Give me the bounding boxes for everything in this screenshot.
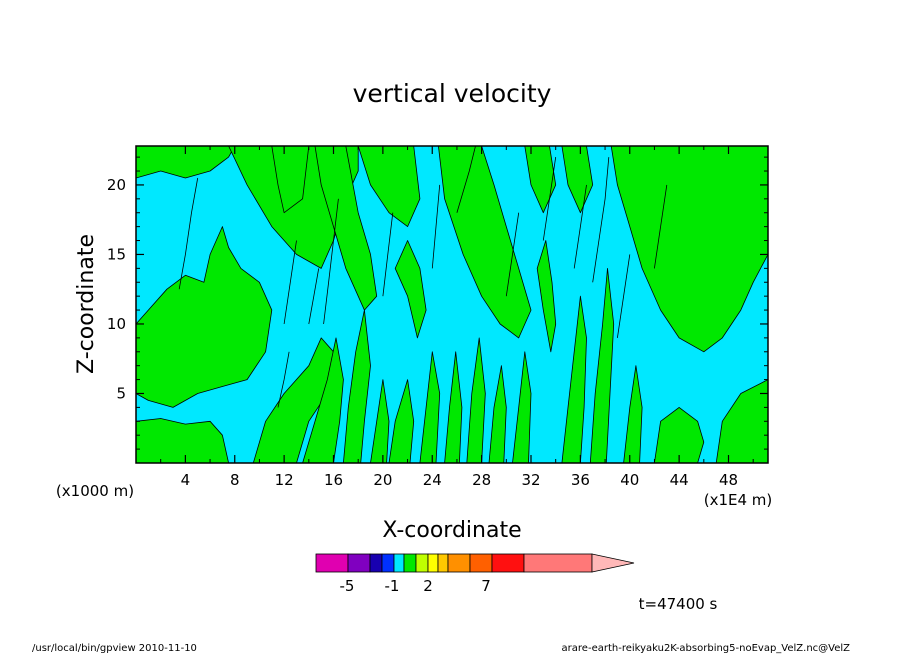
contour-region-23 bbox=[610, 146, 768, 353]
x-tick-label: 24 bbox=[423, 471, 442, 489]
chart-title: vertical velocity bbox=[353, 79, 552, 108]
colorbar-labels: -5 -1 2 7 bbox=[340, 577, 491, 595]
x-tick-label: 44 bbox=[670, 471, 689, 489]
x-unit-right: (x1E4 m) bbox=[704, 491, 773, 509]
colorbar-bin bbox=[427, 553, 439, 573]
contour-line-10 bbox=[617, 254, 631, 338]
colorbar-label: -5 bbox=[340, 577, 355, 595]
plot-frame bbox=[135, 145, 769, 464]
contour-region-10 bbox=[357, 146, 421, 228]
contour-region-7 bbox=[302, 337, 344, 463]
contour-line-5 bbox=[456, 146, 476, 213]
contour-line-11 bbox=[654, 184, 668, 269]
contour-region-6 bbox=[314, 146, 378, 311]
contour-region-17 bbox=[488, 365, 507, 463]
y-tick-label: 10 bbox=[107, 315, 126, 333]
contour-region-22 bbox=[589, 267, 615, 463]
colorbar-bin bbox=[415, 553, 429, 573]
footer-right: arare-earth-reikyaku2K-absorbing5-noEvap… bbox=[562, 643, 851, 654]
contour-line-13 bbox=[308, 268, 320, 325]
colorbar-bin bbox=[347, 553, 371, 573]
contour-line-3 bbox=[382, 212, 394, 297]
contour-region-18 bbox=[512, 351, 532, 463]
colorbar-bin bbox=[393, 553, 405, 573]
contour-region-16 bbox=[466, 337, 486, 463]
colorbar bbox=[315, 553, 635, 573]
colorbar-bin bbox=[491, 553, 525, 573]
y-tick-label: 20 bbox=[107, 176, 126, 194]
contour-region-8 bbox=[342, 309, 371, 463]
x-tick-label: 48 bbox=[719, 471, 738, 489]
contour-region-0 bbox=[136, 226, 273, 408]
time-label: t=47400 s bbox=[639, 595, 718, 613]
contour-line-9 bbox=[592, 157, 610, 283]
contour-line-2 bbox=[323, 198, 339, 325]
contour-line-1 bbox=[283, 240, 297, 325]
contour-line-0 bbox=[178, 177, 199, 290]
contour-region-5 bbox=[271, 146, 310, 214]
colorbar-bin bbox=[523, 553, 593, 573]
colorbar-label: 2 bbox=[423, 577, 433, 595]
x-tick-label: 32 bbox=[521, 471, 540, 489]
x-tick-label: 12 bbox=[275, 471, 294, 489]
contour-region-11 bbox=[394, 240, 427, 339]
x-tick-label: 36 bbox=[571, 471, 590, 489]
colorbar-bin bbox=[437, 553, 449, 573]
contour-region-13 bbox=[419, 351, 441, 463]
contour-region-2 bbox=[136, 418, 230, 463]
x-tick-label: 16 bbox=[324, 471, 343, 489]
colorbar-bin bbox=[403, 553, 417, 573]
contour-region-3 bbox=[252, 337, 334, 463]
contour-region-24 bbox=[623, 365, 643, 463]
contour-line-4 bbox=[431, 184, 441, 269]
contour-line-12 bbox=[277, 351, 290, 408]
colorbar-label: -1 bbox=[385, 577, 400, 595]
y-axis-label: Z-coordinate bbox=[74, 234, 99, 374]
contour-region-21 bbox=[561, 295, 587, 463]
x-tick-label: 28 bbox=[472, 471, 491, 489]
colorbar-bin bbox=[369, 553, 383, 573]
x-tick-label: 8 bbox=[230, 471, 240, 489]
contour-region-25 bbox=[654, 406, 705, 463]
y-tick-label: 15 bbox=[107, 245, 126, 263]
x-unit-left: (x1000 m) bbox=[56, 482, 134, 500]
contour-line-8 bbox=[573, 184, 587, 269]
colorbar-label: 7 bbox=[481, 577, 491, 595]
colorbar-bin bbox=[381, 553, 395, 573]
x-tick-label: 40 bbox=[620, 471, 639, 489]
contour-line-6 bbox=[505, 212, 520, 297]
colorbar-bin bbox=[315, 553, 349, 573]
contour-region-15 bbox=[444, 351, 463, 463]
contour-region-12 bbox=[388, 379, 415, 463]
x-axis-label: X-coordinate bbox=[382, 518, 521, 543]
contour-region-1 bbox=[136, 146, 236, 179]
contour-line-7 bbox=[542, 157, 557, 241]
colorbar-bin bbox=[469, 553, 493, 573]
contour-region-14 bbox=[437, 146, 532, 339]
contour-region-26 bbox=[715, 379, 768, 463]
contour-region-20 bbox=[536, 240, 557, 353]
colorbar-arrow bbox=[591, 553, 635, 573]
y-tick-label: 5 bbox=[116, 384, 126, 402]
x-tick-label: 20 bbox=[373, 471, 392, 489]
colorbar-bin bbox=[447, 553, 471, 573]
contour-region-9 bbox=[370, 379, 390, 463]
footer-left: /usr/local/bin/gpview 2010-11-10 bbox=[32, 643, 197, 654]
x-tick-label: 4 bbox=[181, 471, 191, 489]
